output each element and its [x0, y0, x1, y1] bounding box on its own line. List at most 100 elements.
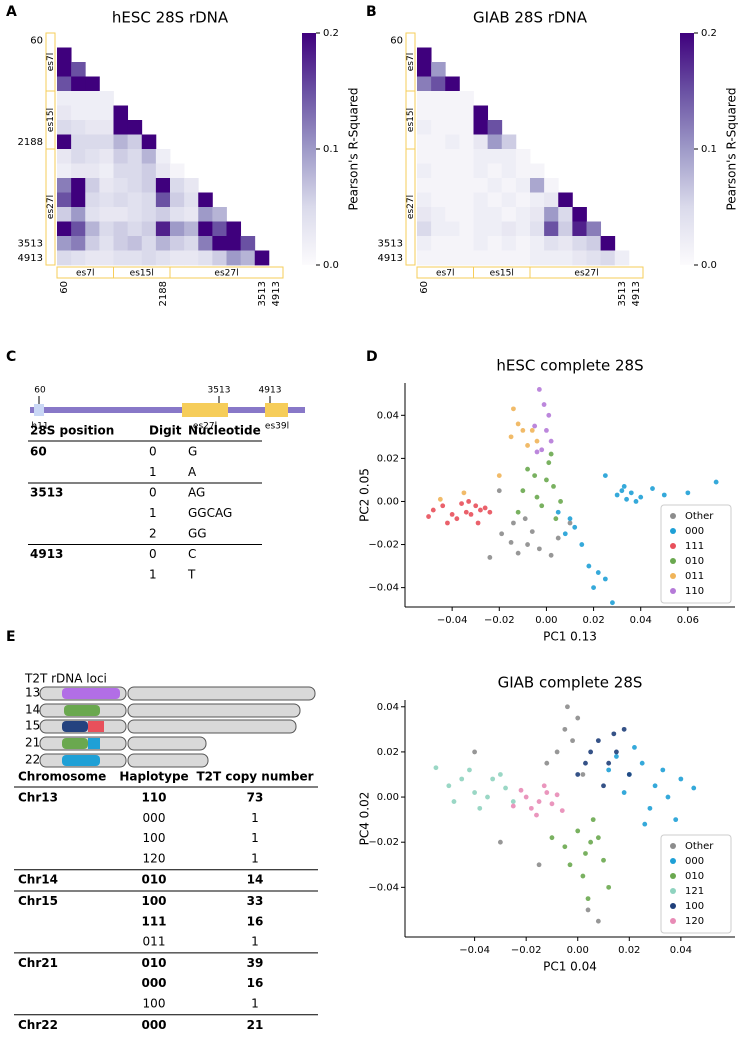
heatmap-cell	[459, 221, 474, 237]
heatmap-cell	[212, 207, 227, 222]
heatmap-cell	[198, 236, 213, 251]
point	[628, 490, 634, 496]
point	[567, 520, 573, 526]
point	[595, 835, 601, 841]
heatmap-cell	[71, 163, 86, 179]
point	[468, 511, 474, 517]
heatmap-cell	[417, 120, 432, 135]
heatmap-cell	[170, 163, 185, 179]
heatmap-cell	[71, 178, 86, 193]
point	[639, 760, 645, 766]
point	[536, 546, 542, 552]
point	[510, 803, 516, 809]
heatmap-cell	[226, 250, 242, 266]
heatmap-cell	[445, 207, 460, 222]
heatmap-cell	[113, 207, 129, 222]
heatmap-cell	[431, 76, 446, 92]
heatmap-cell	[417, 163, 432, 179]
heatmap-cell	[184, 192, 199, 208]
heatmap-cell	[71, 62, 86, 77]
table-cell: 0	[149, 486, 157, 500]
heatmap-cell	[85, 105, 100, 121]
heatmap-cell	[459, 120, 474, 135]
heatmap-cell	[473, 105, 489, 121]
legend-box	[660, 834, 732, 934]
heatmap-cell	[141, 236, 157, 251]
point	[433, 765, 439, 771]
heatmap-cell	[170, 192, 185, 208]
heatmap-cell	[85, 76, 100, 92]
table-cell: 1	[149, 506, 157, 520]
region-box	[169, 266, 284, 279]
heatmap-cell	[155, 207, 171, 222]
heatmap-cell	[85, 207, 100, 222]
point	[467, 767, 472, 773]
point	[518, 787, 524, 793]
x-tick-label: 4913	[631, 281, 642, 306]
heatmap-cell	[487, 207, 503, 222]
table-cell: 14	[247, 873, 264, 887]
point	[685, 490, 691, 496]
chart-title: GIAB complete 28S	[498, 674, 643, 692]
point	[565, 704, 570, 710]
point	[515, 421, 521, 427]
heatmap-cell	[544, 207, 559, 222]
heatmap-cell	[572, 236, 587, 251]
heatmap-cell	[501, 149, 517, 164]
table-cell: C	[188, 547, 196, 561]
region-box	[405, 148, 416, 266]
point	[497, 772, 503, 777]
point	[588, 839, 594, 845]
table-cell: Chr14	[18, 873, 58, 887]
point	[580, 873, 586, 879]
heatmap-cell	[99, 178, 114, 193]
point	[525, 466, 530, 472]
legend-label: 000	[685, 526, 704, 537]
point	[554, 792, 560, 798]
table-cell: 120	[143, 851, 166, 865]
heatmap-cell	[487, 236, 503, 251]
heatmap-cell	[184, 236, 199, 251]
heatmap-cell	[417, 221, 432, 237]
table-cell: 1	[251, 811, 259, 825]
rdna-band	[88, 738, 100, 749]
point	[459, 501, 464, 507]
table-cell: 60	[30, 445, 47, 459]
heatmap-cell	[530, 221, 545, 237]
legend-label: 120	[685, 916, 704, 927]
heatmap-cell	[141, 149, 157, 164]
point	[652, 783, 658, 789]
heatmap-cell	[431, 120, 446, 135]
point	[487, 509, 493, 515]
heatmap-cell	[141, 221, 157, 237]
heatmap-cell	[57, 134, 72, 150]
table-cell: 1	[149, 568, 157, 582]
point	[548, 552, 554, 558]
point	[454, 516, 460, 522]
table-cell: 21	[247, 1018, 264, 1032]
point	[575, 772, 581, 777]
heatmap-cell	[99, 149, 114, 164]
point	[534, 812, 539, 818]
heatmap-cell	[113, 120, 129, 135]
heatmap-cell	[71, 134, 86, 150]
heatmap-cell	[487, 250, 503, 266]
point	[583, 760, 588, 766]
x-tick-label: 60	[419, 281, 430, 294]
heatmap-cell	[57, 120, 72, 135]
point	[602, 473, 608, 479]
heatmap-cell	[530, 236, 545, 251]
point	[691, 785, 697, 791]
legend-marker	[670, 588, 676, 594]
colorbar-tick-label: 0.0	[701, 260, 717, 271]
point	[534, 494, 540, 500]
heatmap-cell	[155, 178, 171, 193]
heatmap-cell	[544, 221, 559, 237]
point	[508, 434, 514, 440]
heatmap-cell	[184, 221, 199, 237]
point	[426, 514, 431, 519]
point	[515, 550, 521, 556]
heatmap-cell	[431, 91, 446, 106]
legend-label: 110	[685, 586, 704, 597]
y-tick-label: 4913	[18, 253, 43, 264]
